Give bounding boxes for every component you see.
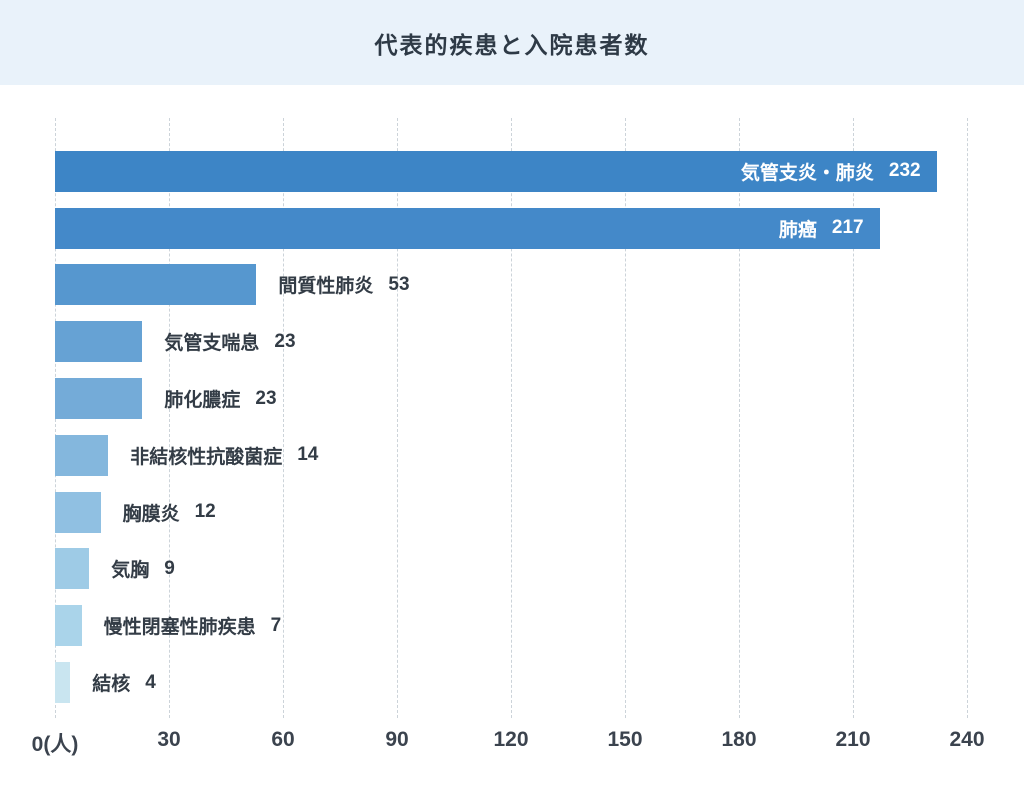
x-tick-label: 60 xyxy=(271,728,295,751)
gridline-x-180 xyxy=(739,118,740,718)
bar-label: 非結核性抗酸菌症 14 xyxy=(130,442,318,469)
bar xyxy=(55,548,90,590)
bar-value-label: 217 xyxy=(831,217,864,239)
bar-value-label: 4 xyxy=(145,671,156,693)
x-tick-label: 0(人) xyxy=(31,733,79,756)
bar-label: 胸膜炎 12 xyxy=(123,499,216,526)
gridline-x-60 xyxy=(283,118,284,718)
bar: 肺癌 217 xyxy=(55,207,880,249)
bar-category-label: 気胸 xyxy=(111,560,150,582)
bar xyxy=(55,662,71,704)
x-tick-label: 120 xyxy=(493,728,529,751)
bar-row: 気胸 9 xyxy=(55,541,967,598)
bar-value-label: 23 xyxy=(255,387,277,409)
bar-value-label: 53 xyxy=(388,273,410,295)
bar-chart-plot-area: 気管支炎・肺炎 232 肺癌 217 間質性肺炎 53 気管支喘息 23 肺化膿症 23 非結核性抗… xyxy=(55,118,968,718)
x-axis: 0(人) 30 60 90 120 150 180 210 240 xyxy=(32,728,985,762)
bar xyxy=(55,605,82,647)
bar xyxy=(55,434,109,476)
bar-value-label: 12 xyxy=(194,501,216,523)
chart-header: 代表的疾患と入院患者数 xyxy=(0,0,1024,85)
bar-category-label: 慢性閉塞性肺疾患 xyxy=(103,617,256,639)
bar-label: 気管支炎・肺炎 232 xyxy=(741,158,937,185)
bar: 気管支炎・肺炎 232 xyxy=(55,150,937,192)
bar xyxy=(55,321,143,363)
bar xyxy=(55,491,101,533)
x-tick-label: 150 xyxy=(607,728,643,751)
bar-row: 慢性閉塞性肺疾患 7 xyxy=(55,597,967,654)
bar-value-label: 14 xyxy=(297,444,319,466)
bar-row: 気管支喘息 23 xyxy=(55,313,967,370)
bar-label: 肺化膿症 23 xyxy=(164,385,276,412)
bar-value-label: 232 xyxy=(888,160,921,182)
bar-value-label: 7 xyxy=(270,614,282,636)
bar-category-label: 非結核性抗酸菌症 xyxy=(130,446,283,468)
bar-row: 気管支炎・肺炎 232 xyxy=(55,143,967,200)
bar-row: 非結核性抗酸菌症 14 xyxy=(55,427,967,484)
bar-label: 気管支喘息 23 xyxy=(164,328,295,355)
bar xyxy=(55,378,143,420)
bar-category-label: 間質性肺炎 xyxy=(278,276,374,298)
bar-category-label: 気管支喘息 xyxy=(164,333,260,355)
gridline-x-30 xyxy=(169,118,170,718)
bar-value-label: 9 xyxy=(164,557,175,579)
bar-label: 肺癌 217 xyxy=(779,215,880,242)
gridline-x-120 xyxy=(511,118,512,718)
bar-series: 気管支炎・肺炎 232 肺癌 217 間質性肺炎 53 気管支喘息 23 肺化膿症 23 非結核性抗… xyxy=(55,143,967,711)
bar-label: 間質性肺炎 53 xyxy=(278,271,409,298)
bar-row: 肺癌 217 xyxy=(55,200,967,257)
bar-row: 間質性肺炎 53 xyxy=(55,257,967,314)
gridline-x-210 xyxy=(853,118,854,718)
gridline-x-150 xyxy=(625,118,626,718)
bar-category-label: 結核 xyxy=(92,674,131,696)
bar-category-label: 肺化膿症 xyxy=(164,390,241,412)
x-tick-label: 240 xyxy=(949,728,985,751)
bar xyxy=(55,264,257,306)
x-tick-label: 30 xyxy=(157,728,181,751)
bar-row: 胸膜炎 12 xyxy=(55,484,967,541)
bar-label: 気胸 9 xyxy=(111,555,175,582)
bar-category-label: 胸膜炎 xyxy=(122,503,180,525)
gridline-x-90 xyxy=(397,118,398,718)
chart-title: 代表的疾患と入院患者数 xyxy=(374,31,650,58)
x-tick-label: 210 xyxy=(835,728,871,751)
bar-category-label: 気管支炎・肺炎 xyxy=(740,162,874,184)
x-tick-label: 180 xyxy=(721,728,757,751)
bar-category-label: 肺癌 xyxy=(778,219,817,241)
bar-row: 結核 4 xyxy=(55,654,967,711)
bar-row: 肺化膿症 23 xyxy=(55,370,967,427)
x-tick-label: 90 xyxy=(385,728,409,751)
bar-label: 結核 4 xyxy=(92,669,156,696)
bar-value-label: 23 xyxy=(274,330,296,352)
gridline-x-240 xyxy=(967,118,968,718)
bar-label: 慢性閉塞性肺疾患 7 xyxy=(104,612,282,639)
